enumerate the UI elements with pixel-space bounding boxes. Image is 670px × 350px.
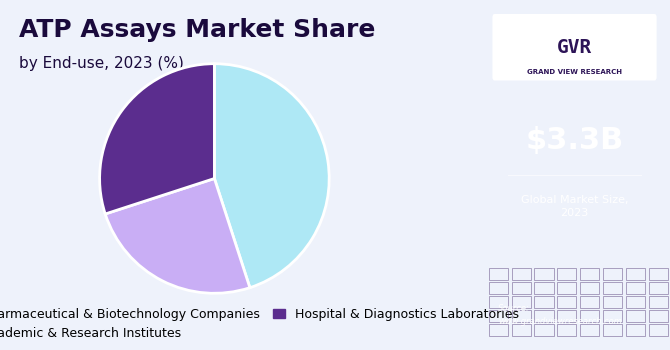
Text: Source:
www.grandviewresearch.com: Source: www.grandviewresearch.com — [498, 304, 622, 326]
Bar — [626, 268, 645, 280]
Wedge shape — [214, 64, 329, 288]
Wedge shape — [100, 64, 214, 214]
Text: GVR: GVR — [557, 38, 592, 57]
Bar — [535, 268, 553, 280]
Bar — [511, 282, 531, 294]
Bar — [557, 268, 576, 280]
Bar — [488, 268, 508, 280]
Bar — [580, 268, 600, 280]
Bar — [603, 296, 622, 308]
Text: Global Market Size,
2023: Global Market Size, 2023 — [521, 195, 628, 218]
Bar — [488, 296, 508, 308]
Bar — [603, 268, 622, 280]
Bar — [511, 310, 531, 322]
Bar — [626, 282, 645, 294]
Text: by End-use, 2023 (%): by End-use, 2023 (%) — [19, 56, 184, 71]
Bar — [580, 282, 600, 294]
Bar — [626, 310, 645, 322]
Text: ATP Assays Market Share: ATP Assays Market Share — [19, 18, 376, 42]
Bar — [626, 324, 645, 336]
Bar — [580, 324, 600, 336]
Text: GRAND VIEW RESEARCH: GRAND VIEW RESEARCH — [527, 69, 622, 75]
Bar — [603, 324, 622, 336]
FancyBboxPatch shape — [492, 14, 657, 80]
Bar — [649, 310, 668, 322]
Wedge shape — [105, 178, 250, 293]
Bar — [557, 296, 576, 308]
Bar — [488, 282, 508, 294]
Text: $3.3B: $3.3B — [525, 126, 624, 154]
Bar — [649, 282, 668, 294]
Bar — [626, 296, 645, 308]
Bar — [535, 324, 553, 336]
Bar — [535, 282, 553, 294]
Bar — [580, 310, 600, 322]
Bar — [603, 310, 622, 322]
Bar — [557, 324, 576, 336]
Bar — [488, 310, 508, 322]
Bar — [649, 268, 668, 280]
Bar — [511, 268, 531, 280]
Bar — [511, 296, 531, 308]
Bar — [649, 296, 668, 308]
Bar — [535, 310, 553, 322]
Bar — [488, 324, 508, 336]
Bar — [511, 324, 531, 336]
Bar — [535, 296, 553, 308]
Bar — [580, 296, 600, 308]
Legend: Pharmaceutical & Biotechnology Companies, Academic & Research Institutes, Hospit: Pharmaceutical & Biotechnology Companies… — [0, 304, 523, 344]
Bar — [649, 324, 668, 336]
Bar — [603, 282, 622, 294]
Bar — [557, 310, 576, 322]
Bar — [557, 282, 576, 294]
